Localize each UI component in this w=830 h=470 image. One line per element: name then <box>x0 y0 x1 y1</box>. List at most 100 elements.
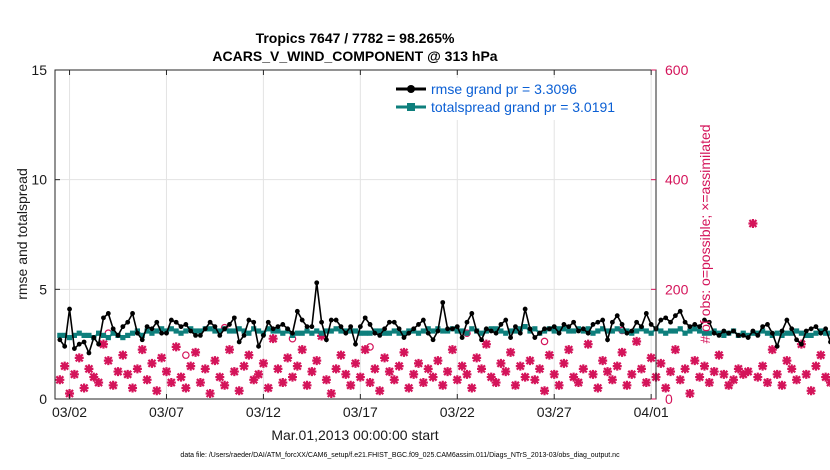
obs-assimilated-marker <box>806 386 816 396</box>
totalspread-point <box>96 330 102 336</box>
obs-assimilated-marker <box>200 364 210 374</box>
y-tick-label-right: 200 <box>665 281 689 297</box>
rmse-point <box>537 330 543 336</box>
rmse-point <box>556 330 562 336</box>
rmse-point <box>517 330 523 336</box>
rmse-point <box>513 324 518 330</box>
rmse-point <box>765 322 770 327</box>
totalspread-point <box>425 326 431 332</box>
totalspread-point <box>507 328 514 334</box>
rmse-point <box>692 322 698 327</box>
rmse-point <box>154 319 160 325</box>
totalspread-point <box>440 328 446 334</box>
rmse-point <box>585 330 591 336</box>
obs-assimilated-marker <box>186 361 196 371</box>
totalspread-point <box>692 326 698 332</box>
obs-assimilated-marker <box>438 380 448 390</box>
right-y-axis: 0 200 400 600 <box>651 62 689 407</box>
obs-assimilated-marker <box>312 356 322 366</box>
obs-assimilated-marker <box>176 372 186 382</box>
rmse-point <box>91 335 97 340</box>
obs-assimilated-marker <box>772 369 782 379</box>
rmse-point <box>716 332 722 338</box>
obs-assimilated-marker <box>171 342 181 352</box>
rmse-point <box>149 326 155 332</box>
obs-assimilated-marker <box>384 367 394 377</box>
totalspread-point <box>255 328 262 334</box>
obs-assimilated-marker <box>729 375 739 385</box>
rmse-point <box>808 326 814 332</box>
obs-assimilated-marker <box>307 367 317 377</box>
obs-assimilated-marker <box>583 339 593 349</box>
totalspread-point <box>658 328 664 334</box>
obs-assimilated-marker <box>452 375 462 385</box>
rmse-point <box>454 324 460 330</box>
rmse-point <box>222 326 228 332</box>
y-tick-label-left: 5 <box>39 281 47 297</box>
rmse-point <box>188 328 194 334</box>
totalspread-point <box>183 328 189 334</box>
totalspread-point <box>813 330 819 336</box>
totalspread-point <box>129 330 136 336</box>
rmse-point <box>348 324 354 330</box>
rmse-point <box>643 311 649 316</box>
rmse-point <box>435 328 441 334</box>
rmse-point <box>542 326 547 332</box>
obs-assimilated-marker <box>816 350 826 360</box>
x-tick-label: 03/27 <box>537 404 572 420</box>
rmse-point <box>202 326 208 332</box>
obs-assimilated-marker <box>346 380 356 390</box>
totalspread-point <box>323 328 330 334</box>
obs-assimilated-marker <box>317 331 327 341</box>
obs-assimilated-marker <box>220 380 230 390</box>
totalspread-point <box>793 328 800 334</box>
totalspread-point <box>386 330 393 336</box>
chart-title-line1: Tropics 7647 / 7782 = 98.265% <box>256 30 455 46</box>
obs-assimilated-marker <box>515 361 525 371</box>
obs-assimilated-marker <box>355 372 365 382</box>
rmse-point <box>261 332 266 338</box>
rmse-point <box>731 328 736 334</box>
totalspread-point <box>760 328 766 334</box>
obs-assimilated-marker <box>622 380 632 390</box>
rmse-point <box>813 324 819 330</box>
obs-assimilated-marker <box>132 364 142 374</box>
x-tick-label: 03/12 <box>246 404 281 420</box>
totalspread-point <box>333 326 339 332</box>
rmse-point <box>120 324 126 330</box>
rmse-point <box>290 330 295 336</box>
rmse-point <box>377 332 383 338</box>
totalspread-point <box>226 328 233 334</box>
obs-assimilated-marker <box>477 364 487 374</box>
rmse-point <box>270 326 276 332</box>
totalspread-point <box>391 328 397 334</box>
rmse-point <box>459 335 465 340</box>
y-tick-label-left: 10 <box>31 172 47 188</box>
obs-assimilated-marker <box>593 383 603 393</box>
totalspread-point <box>808 332 814 338</box>
rmse-point <box>479 337 484 343</box>
rmse-point <box>57 337 63 343</box>
rmse-point <box>735 332 741 338</box>
obs-assimilated-marker <box>704 378 714 388</box>
rmse-point <box>401 335 407 340</box>
rmse-point <box>789 326 795 332</box>
obs-assimilated-marker <box>641 378 651 388</box>
rmse-point <box>294 308 300 314</box>
rmse-point <box>362 315 368 321</box>
obs-assimilated-marker <box>215 372 225 382</box>
obs-assimilated-marker <box>195 378 205 388</box>
rmse-point <box>115 332 121 338</box>
obs-assimilated-marker <box>380 353 390 363</box>
rmse-point <box>275 324 281 330</box>
rmse-point <box>387 319 392 325</box>
obs-assimilated-marker <box>636 364 646 374</box>
obs-assimilated-marker <box>287 372 297 382</box>
obs-assimilated-marker <box>544 350 554 360</box>
obs-assimilated-marker <box>661 383 671 393</box>
totalspread-point <box>454 328 460 334</box>
obs-assimilated-marker <box>801 369 811 379</box>
rmse-point <box>67 306 72 312</box>
obs-assimilated-marker <box>370 364 380 374</box>
obs-assimilated-marker <box>239 361 249 371</box>
